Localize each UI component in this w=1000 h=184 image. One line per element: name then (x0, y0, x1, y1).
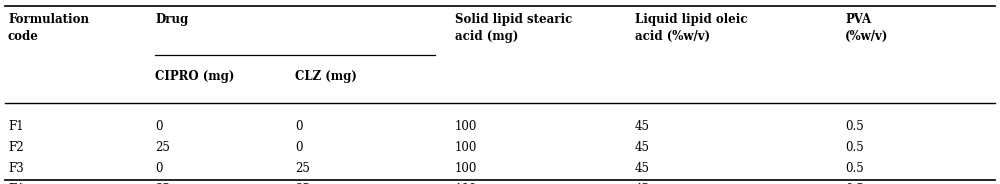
Text: 0.5: 0.5 (845, 183, 864, 184)
Text: 45: 45 (635, 141, 650, 154)
Text: F3: F3 (8, 162, 24, 175)
Text: 0.5: 0.5 (845, 141, 864, 154)
Text: 45: 45 (635, 120, 650, 133)
Text: 45: 45 (635, 162, 650, 175)
Text: 0: 0 (295, 120, 302, 133)
Text: F1: F1 (8, 120, 24, 133)
Text: 0: 0 (155, 162, 162, 175)
Text: F4: F4 (8, 183, 24, 184)
Text: PVA
(%w/v): PVA (%w/v) (845, 13, 888, 43)
Text: 0: 0 (295, 141, 302, 154)
Text: Formulation
code: Formulation code (8, 13, 89, 43)
Text: 100: 100 (455, 183, 477, 184)
Text: 0.5: 0.5 (845, 162, 864, 175)
Text: 0.5: 0.5 (845, 120, 864, 133)
Text: 45: 45 (635, 183, 650, 184)
Text: 25: 25 (155, 183, 170, 184)
Text: Drug: Drug (155, 13, 188, 26)
Text: F2: F2 (8, 141, 24, 154)
Text: 25: 25 (295, 162, 310, 175)
Text: Solid lipid stearic
acid (mg): Solid lipid stearic acid (mg) (455, 13, 572, 43)
Text: CIPRO (mg): CIPRO (mg) (155, 70, 234, 83)
Text: 100: 100 (455, 120, 477, 133)
Text: 100: 100 (455, 162, 477, 175)
Text: 100: 100 (455, 141, 477, 154)
Text: CLZ (mg): CLZ (mg) (295, 70, 357, 83)
Text: 0: 0 (155, 120, 162, 133)
Text: 25: 25 (155, 141, 170, 154)
Text: Liquid lipid oleic
acid (%w/v): Liquid lipid oleic acid (%w/v) (635, 13, 748, 43)
Text: 25: 25 (295, 183, 310, 184)
